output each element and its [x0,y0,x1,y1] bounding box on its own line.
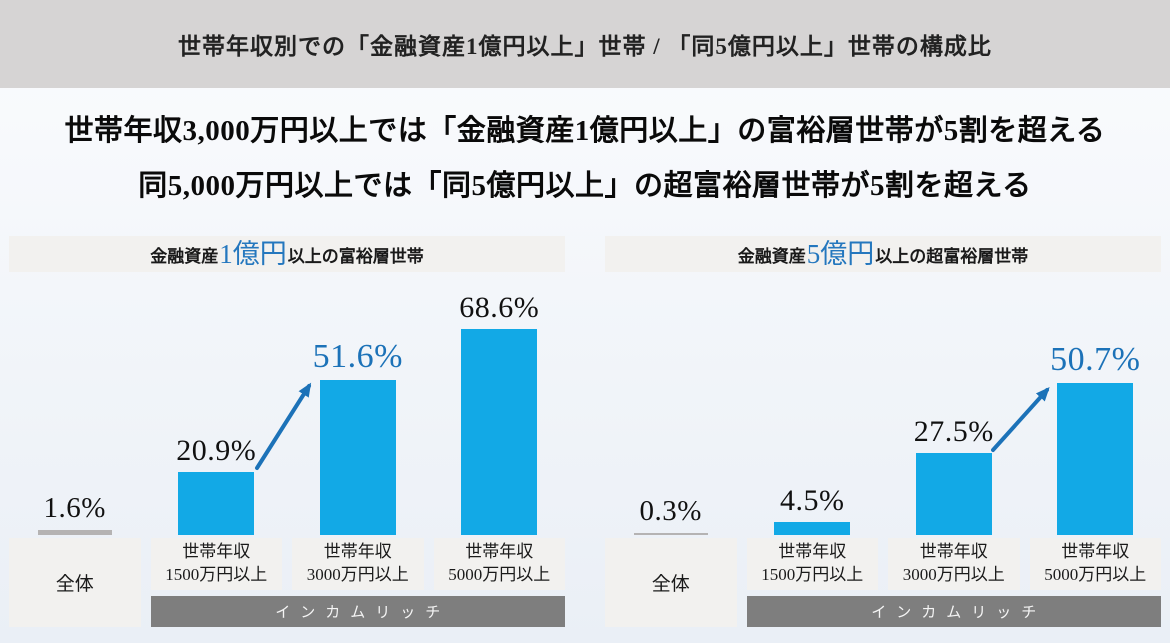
chart-panel-1oku: 金融資産 1億円 以上の富裕層世帯 1.6% 20.9% 51.6% 68.6% [9,236,565,627]
category-box-3000: 世帯年収 3000万円以上 [888,538,1020,590]
bar-chart-5oku: 0.3% 4.5% 27.5% 50.7% [605,272,1161,535]
category-line: 世帯年収 [323,542,392,562]
bar-3000 [319,380,396,535]
bar-column-3000: 51.6% [292,338,424,535]
bar-1500 [178,472,255,535]
top-title-band: 世帯年収別での「金融資産1億円以上」世帯 / 「同5億円以上」世帯の構成比 [0,0,1170,88]
panel-title-5oku: 金融資産 5億円 以上の超富裕層世帯 [605,236,1161,272]
category-line: 世帯年収 [778,542,847,562]
category-line: 5000万円以上 [448,565,551,584]
category-line: 1500万円以上 [165,565,268,584]
bar-column-overall: 0.3% [605,495,737,535]
value-label: 68.6% [459,291,540,325]
panel-title-prefix: 金融資産 [150,246,219,266]
category-box-1500: 世帯年収 1500万円以上 [746,538,878,590]
value-label: 4.5% [780,483,845,517]
category-line: 世帯年収 [1061,542,1130,562]
panel-title-accent: 1億円 [219,238,287,269]
value-label-highlight: 51.6% [312,337,403,375]
bar-column-3000: 27.5% [888,414,1020,535]
headline-line-1: 世帯年収3,000万円以上では「金融資産1億円以上」の富裕層世帯が5割を超える [64,115,1106,147]
category-box-5000: 世帯年収 5000万円以上 [1029,538,1161,590]
chart-panel-5oku: 金融資産 5億円 以上の超富裕層世帯 0.3% 4.5% 27.5% 50.7% [605,236,1161,627]
chart-panels: 金融資産 1億円 以上の富裕層世帯 1.6% 20.9% 51.6% 68.6% [0,236,1170,627]
category-labels-5oku: 全体 世帯年収 1500万円以上 世帯年収 3000万円以上 世帯年収 5000… [605,538,1161,627]
panel-title-suffix: 以上の富裕層世帯 [287,246,424,266]
category-line: 1500万円以上 [761,565,864,584]
page-title: 世帯年収別での「金融資産1億円以上」世帯 / 「同5億円以上」世帯の構成比 [178,34,992,59]
bar-chart-1oku: 1.6% 20.9% 51.6% 68.6% [9,272,565,535]
bar-column-1500: 20.9% [151,434,283,535]
value-label: 20.9% [176,434,257,468]
value-label: 0.3% [639,495,702,528]
category-line: 世帯年収 [465,542,534,562]
category-box-overall: 全体 [9,538,141,627]
category-line: 5000万円以上 [1044,565,1147,584]
headline: 世帯年収3,000万円以上では「金融資産1億円以上」の富裕層世帯が5割を超える … [0,88,1170,236]
bar-overall [633,533,708,535]
value-label: 1.6% [43,492,106,525]
category-line: 世帯年収 [182,542,251,562]
value-label-highlight: 50.7% [1050,340,1141,378]
income-rich-band: インカムリッチ [150,596,565,627]
category-labels-1oku: 全体 世帯年収 1500万円以上 世帯年収 3000万円以上 世帯年収 5000… [9,538,565,627]
income-rich-band: インカムリッチ [746,596,1161,627]
headline-line-2: 同5,000万円以上では「同5億円以上」の超富裕層世帯が5割を超える [138,170,1032,202]
bar-column-5000: 68.6% [434,291,566,535]
bar-column-overall: 1.6% [9,492,141,535]
panel-title-prefix: 金融資産 [737,246,806,266]
category-line: 3000万円以上 [902,565,1005,584]
bar-3000 [915,452,992,535]
bar-1500 [774,521,851,535]
category-line: 3000万円以上 [306,565,409,584]
bar-5000 [1057,382,1134,535]
bar-5000 [461,329,538,535]
value-label: 27.5% [913,414,994,448]
panel-title-accent: 5億円 [806,238,875,269]
category-box-overall: 全体 [605,538,737,627]
bar-column-5000: 50.7% [1030,341,1162,535]
category-box-5000: 世帯年収 5000万円以上 [433,538,565,590]
category-box-1500: 世帯年収 1500万円以上 [150,538,282,590]
bar-overall [37,530,112,535]
category-line: 世帯年収 [919,542,988,562]
panel-title-1oku: 金融資産 1億円 以上の富裕層世帯 [9,236,565,272]
category-box-3000: 世帯年収 3000万円以上 [292,538,424,590]
bar-column-1500: 4.5% [747,483,879,535]
panel-title-suffix: 以上の超富裕層世帯 [875,246,1029,266]
